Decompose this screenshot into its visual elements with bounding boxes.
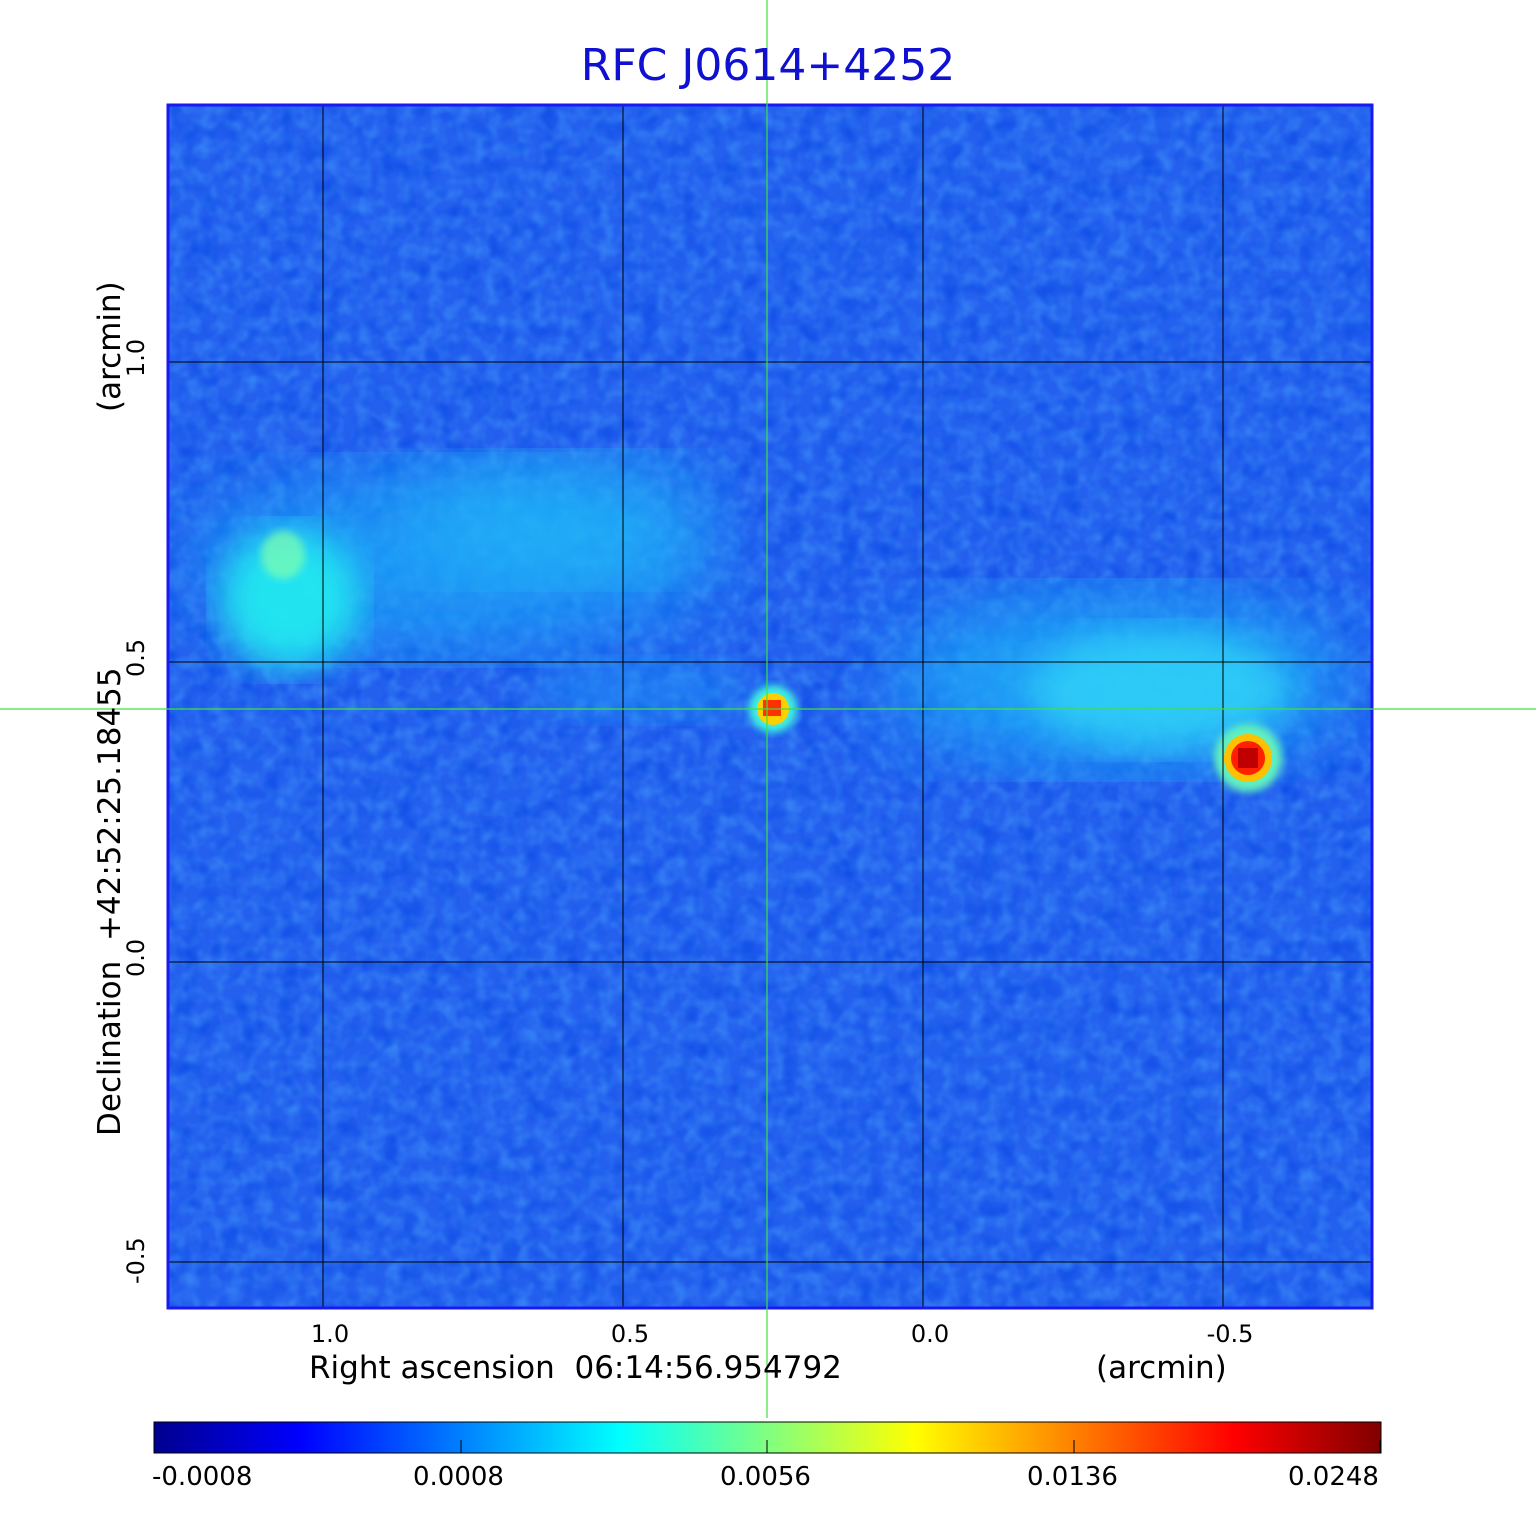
- x-axis-unit: (arcmin): [1096, 1350, 1227, 1386]
- crosshair: [0, 0, 1536, 1418]
- radio-emission-map: [168, 105, 1372, 1308]
- y-tick-label: 0.0: [122, 938, 150, 977]
- colorbar-tick-label: 0.0008: [413, 1462, 504, 1492]
- y-tick-label: 1.0: [122, 338, 150, 377]
- coordinate-grid: [168, 105, 1372, 1308]
- x-axis-label: Right ascension 06:14:56.954792: [309, 1350, 842, 1386]
- x-tick-label: -0.5: [1206, 1320, 1254, 1348]
- y-axis-label: Declination +42:52:25.18455: [92, 667, 128, 1136]
- y-tick-label: 0.5: [122, 638, 150, 677]
- colorbar-tick-label: 0.0248: [1288, 1462, 1379, 1492]
- colorbar-tick-label: 0.0136: [1027, 1462, 1118, 1492]
- x-tick-label: 0.5: [610, 1320, 650, 1348]
- colorbar-tick-label: -0.0008: [152, 1462, 253, 1492]
- plot-title: RFC J0614+4252: [580, 40, 956, 91]
- plot-frame: [166, 103, 1374, 1310]
- colorbar-ticks: [153, 1440, 1381, 1453]
- diffuse-lobe-emission: [190, 460, 1350, 765]
- x-tick-label: 0.0: [910, 1320, 950, 1348]
- y-tick-label: -0.5: [122, 1237, 150, 1284]
- radio-hotspot-component: [1214, 724, 1282, 792]
- x-tick-label: 1.0: [310, 1320, 350, 1348]
- colorbar-tick-label: 0.0056: [720, 1462, 811, 1492]
